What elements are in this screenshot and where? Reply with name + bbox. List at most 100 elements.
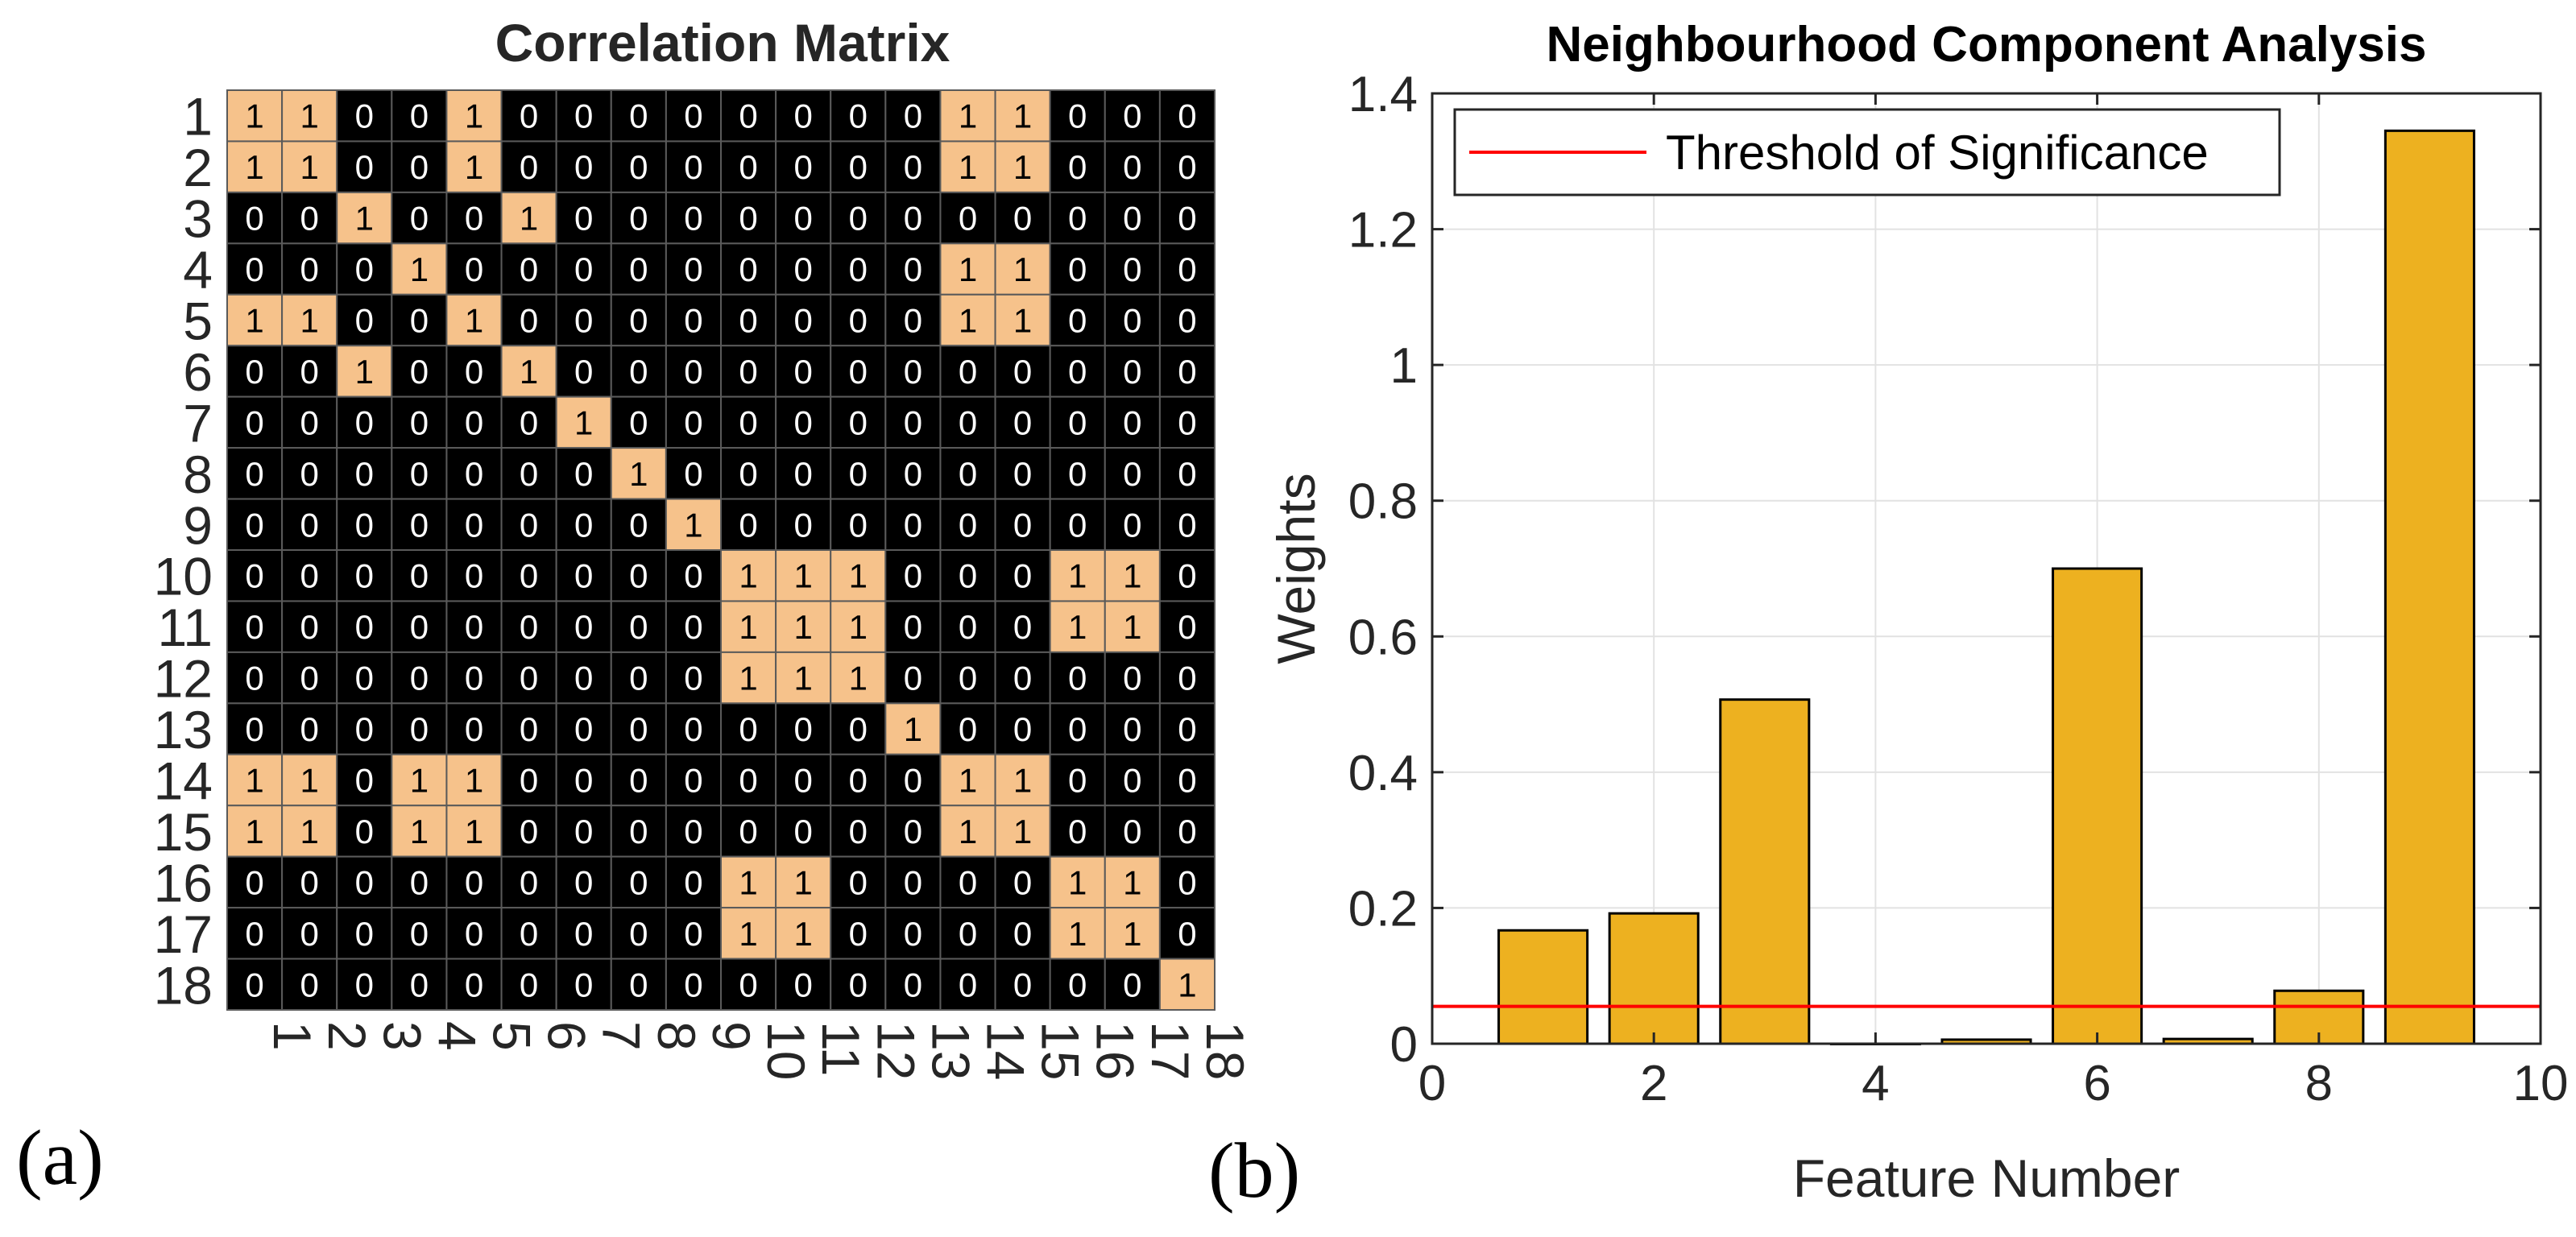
matrix-cell-value: 0 — [959, 353, 977, 391]
matrix-cell-value: 1 — [1013, 97, 1032, 135]
matrix-cell-value: 1 — [739, 915, 757, 953]
matrix-cell — [1158, 805, 1216, 858]
matrix-cell-value: 1 — [355, 353, 374, 391]
matrix-col-label: 1 — [263, 1021, 322, 1051]
matrix-cell-value: 1 — [465, 762, 483, 800]
matrix-cell-value: 0 — [1123, 455, 1141, 493]
matrix-cell-value: 0 — [410, 403, 429, 441]
matrix-cell-value: 1 — [959, 250, 977, 288]
matrix-cell-value: 0 — [245, 557, 263, 595]
matrix-cell — [281, 958, 338, 1011]
matrix-cell-value: 0 — [793, 455, 812, 493]
matrix-cell — [720, 753, 777, 807]
matrix-cell — [391, 805, 448, 858]
matrix-cell — [391, 498, 448, 551]
matrix-cell-value: 0 — [520, 966, 538, 1003]
matrix-cell — [445, 958, 503, 1011]
matrix-cell-value: 0 — [1068, 710, 1087, 748]
matrix-cell — [610, 549, 667, 602]
matrix-cell — [1104, 293, 1161, 347]
matrix-cell-value: 0 — [904, 813, 922, 850]
matrix-cell — [1104, 702, 1161, 755]
matrix-cell-value: 0 — [849, 455, 868, 493]
matrix-cell — [500, 753, 557, 807]
correlation-matrix-panel: Correlation Matrix 1 1 0 0 1 0 0 0 0 0 0 0 0 1 1 0 0 01 1 0… — [154, 13, 1255, 1080]
matrix-col-label: 7 — [592, 1021, 652, 1051]
matrix-cell-value: 0 — [1123, 660, 1141, 697]
matrix-cell — [830, 140, 887, 193]
matrix-cell-value: 0 — [300, 915, 318, 953]
matrix-cell-value: 0 — [245, 506, 263, 544]
matrix-cell-value: 0 — [684, 148, 702, 186]
matrix-cell-value: 0 — [465, 250, 483, 288]
matrix-cell-value: 0 — [1178, 813, 1196, 850]
matrix-cell — [336, 958, 393, 1011]
matrix-cell-value: 0 — [245, 863, 263, 901]
matrix-row-label: 10 — [154, 547, 213, 606]
matrix-cell-value: 0 — [1068, 97, 1087, 135]
matrix-cell-value: 0 — [574, 813, 593, 850]
matrix-cell-value: 0 — [629, 813, 648, 850]
plot-area — [1432, 93, 2541, 1044]
matrix-cell — [884, 395, 942, 449]
matrix-cell — [665, 600, 723, 653]
matrix-cell-value: 0 — [904, 200, 922, 238]
matrix-cell — [939, 600, 996, 653]
matrix-cell — [1104, 651, 1161, 705]
matrix-cell-value: 0 — [574, 863, 593, 901]
matrix-cell-value: 0 — [465, 863, 483, 901]
matrix-cell — [445, 753, 503, 807]
matrix-cell-value: 0 — [739, 250, 757, 288]
matrix-cell-value: 0 — [629, 250, 648, 288]
matrix-col-label: 9 — [702, 1021, 761, 1051]
matrix-cell-value: 0 — [684, 97, 702, 135]
matrix-cell — [445, 907, 503, 960]
matrix-cell — [610, 89, 667, 143]
matrix-cell — [281, 191, 338, 245]
matrix-cell — [830, 600, 887, 653]
matrix-cell — [610, 345, 667, 398]
matrix-cell — [281, 498, 338, 551]
y-tick-label: 0.6 — [1348, 610, 1418, 665]
matrix-cell-value: 0 — [684, 403, 702, 441]
matrix-cell-value: 0 — [629, 148, 648, 186]
matrix-cell-value: 0 — [300, 863, 318, 901]
matrix-cell-value: 0 — [904, 302, 922, 340]
matrix-cell-value: 0 — [300, 660, 318, 697]
matrix-cell-value: 0 — [574, 966, 593, 1003]
matrix-cell — [281, 89, 338, 143]
matrix-cell — [610, 191, 667, 245]
matrix-cell — [720, 345, 777, 398]
matrix-cell — [1158, 140, 1216, 193]
matrix-cell-value: 0 — [520, 608, 538, 646]
matrix-cell-value: 0 — [904, 762, 922, 800]
matrix-cell-value: 0 — [410, 97, 429, 135]
matrix-cell-value: 0 — [520, 403, 538, 441]
matrix-cell — [994, 191, 1051, 245]
matrix-cell-value: 0 — [629, 506, 648, 544]
matrix-cell-value: 0 — [793, 966, 812, 1003]
matrix-cell — [1158, 498, 1216, 551]
matrix-row-label: 5 — [183, 292, 213, 351]
matrix-row-label: 7 — [183, 393, 213, 453]
matrix-cell — [281, 600, 338, 653]
matrix-cell — [1104, 395, 1161, 449]
matrix-cell-value: 0 — [574, 200, 593, 238]
matrix-cell-value: 0 — [793, 353, 812, 391]
matrix-cell — [281, 447, 338, 500]
matrix-cell-value: 0 — [904, 506, 922, 544]
matrix-cell-value: 0 — [959, 710, 977, 748]
matrix-cell-value: 1 — [300, 97, 318, 135]
x-tick-label: 2 — [1640, 1056, 1667, 1111]
x-tick-labels: 0 2 4 6 8 10 — [1418, 1056, 2569, 1111]
matrix-cell-value: 1 — [849, 608, 868, 646]
matrix-cell-value: 1 — [574, 403, 593, 441]
matrix-cell — [1104, 907, 1161, 960]
matrix-cell-value: 0 — [849, 813, 868, 850]
matrix-cell-value: 0 — [355, 403, 374, 441]
matrix-cell — [665, 805, 723, 858]
matrix-cell-value: 1 — [1123, 863, 1141, 901]
matrix-cell — [555, 855, 612, 909]
matrix-cell-value: 0 — [793, 506, 812, 544]
